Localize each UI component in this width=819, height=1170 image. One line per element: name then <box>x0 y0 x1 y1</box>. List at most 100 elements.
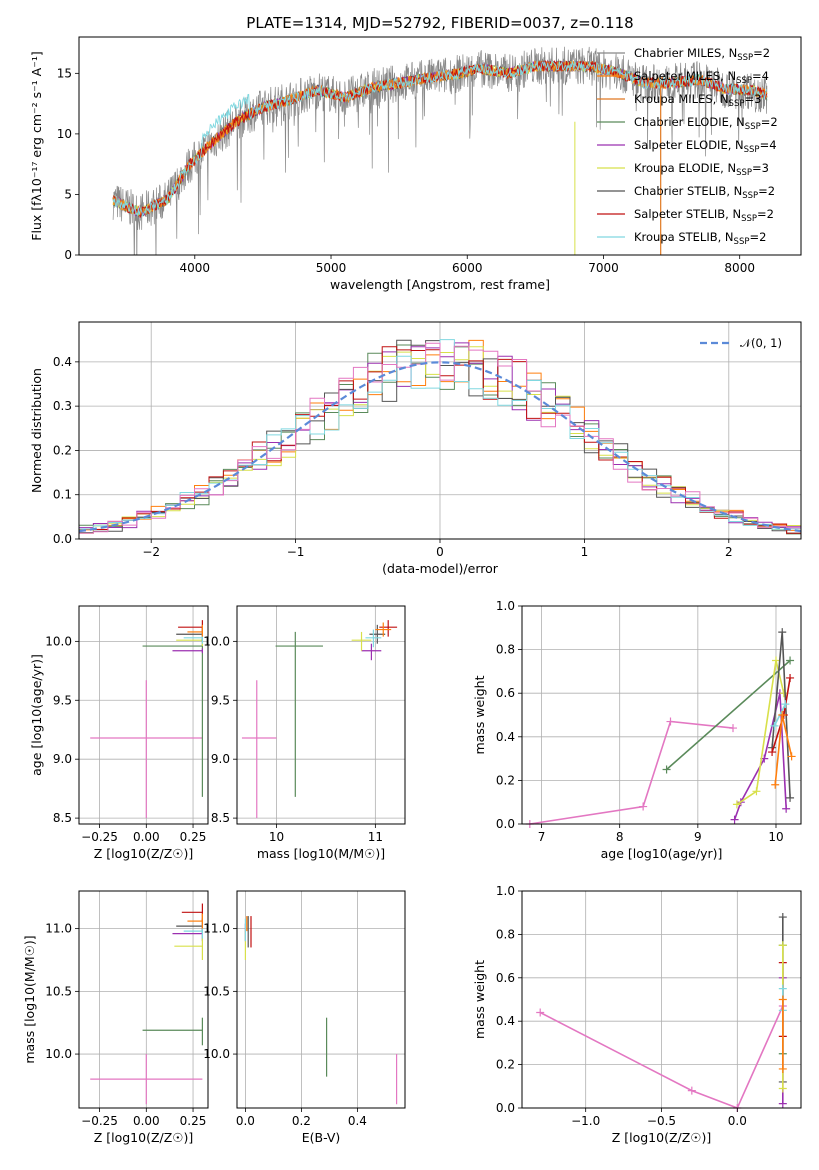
line-series-4 <box>768 628 795 802</box>
panel4-ytick-label: 0.2 <box>496 773 515 787</box>
panel0-ytick-label: 0 <box>64 248 72 262</box>
series-marker <box>771 780 780 789</box>
line-series-1 <box>662 656 795 774</box>
errorbar-point-0 <box>90 1054 203 1105</box>
panel7-ytick-label: 1.0 <box>496 884 515 898</box>
series-marker <box>768 748 777 757</box>
panel4-ylabel: mass weight <box>472 675 487 754</box>
panel0-xtick-label: 8000 <box>724 261 755 275</box>
errorbar-point-1 <box>142 1017 203 1046</box>
plot-layer: Chabrier MILES, NSSP=2 Salpeter MILES, NS… <box>22 36 802 1145</box>
hist-series-7 <box>79 342 801 534</box>
series-marker <box>779 689 788 698</box>
panel5-frame <box>78 890 209 1109</box>
panel0-lines <box>112 46 768 255</box>
errorbar-point-4 <box>369 624 386 644</box>
series-marker <box>781 700 790 709</box>
errorbar-point-5 <box>379 620 398 637</box>
errorbar-point-7 <box>187 624 203 637</box>
panel2-ytick-label: 9.0 <box>53 752 72 766</box>
panel7-ytick-label: 0.6 <box>496 971 515 985</box>
panel2-xtick-label: 0.00 <box>133 830 160 844</box>
panel3-ytick-label: 9.5 <box>211 693 230 707</box>
panel5-ytick-label: 10.0 <box>45 1047 72 1061</box>
series-marker <box>778 984 787 993</box>
errorbar-point-7 <box>187 913 203 929</box>
legend-label: Chabrier STELIB, NSSP=2 <box>634 184 775 201</box>
panel6-ytick-label: 11.0 <box>203 922 230 936</box>
spectrum-series-7 <box>112 60 767 218</box>
panel3-xtick-label: 11 <box>368 830 383 844</box>
panel7-ytick-label: 0.0 <box>496 1101 515 1115</box>
panel0-ytick-label: 5 <box>64 187 72 201</box>
panel0-xtick-label: 6000 <box>452 261 483 275</box>
errorbar-point-4 <box>176 627 203 642</box>
legend-label: Chabrier ELODIE, NSSP=2 <box>634 115 778 132</box>
panel5-xtick-label: −0.25 <box>81 1114 118 1128</box>
panel5-xlabel: Z [log10(Z/Z☉)] <box>94 1130 194 1145</box>
errorbar-point-3 <box>176 634 203 647</box>
figure-title: PLATE=1314, MJD=52792, FIBERID=0037, z=0… <box>246 14 633 32</box>
panel3-xtick-label: 10 <box>269 830 284 844</box>
errorbar-point-2 <box>361 643 382 661</box>
panel6-frame <box>236 890 406 1109</box>
panel7-xtick-label: 0.0 <box>728 1114 747 1128</box>
panel1-hist <box>78 339 802 535</box>
panel4-xtick-label: 9 <box>694 830 702 844</box>
line-series-7 <box>771 711 796 789</box>
panel7-xlabel: Z [log10(Z/Z☉)] <box>612 1130 712 1145</box>
spectrum-series-8 <box>112 60 768 217</box>
panel5-ytick-label: 11.0 <box>45 922 72 936</box>
series-marker <box>732 800 741 809</box>
panel1-xlabel: (data-model)/error <box>382 561 499 576</box>
panel1-ytick-label: 0.4 <box>53 355 72 369</box>
panel2-ytick-label: 10.0 <box>45 634 72 648</box>
series-marker <box>786 673 795 682</box>
series-marker <box>752 787 761 796</box>
series-marker <box>778 913 787 922</box>
errorbar-point-0 <box>241 680 277 819</box>
panel0-ylabel: Flux [fλ10⁻¹⁷ erg cm⁻² s⁻¹ A⁻¹] <box>29 51 44 240</box>
panel3-ytick-label: 8.5 <box>211 811 230 825</box>
panel1-xtick-label: 1 <box>581 545 589 559</box>
panel1-ytick-label: 0.0 <box>53 532 72 546</box>
series-marker <box>778 941 787 950</box>
panel1-xtick-label: −2 <box>142 545 160 559</box>
panel3-ytick-label: 9.0 <box>211 752 230 766</box>
series-marker <box>787 752 796 761</box>
series-line <box>736 660 785 806</box>
panel0-xtick-label: 7000 <box>588 261 619 275</box>
series-marker <box>778 628 787 637</box>
panel5-ytick-label: 10.5 <box>45 984 72 998</box>
panel2-xtick-label: −0.25 <box>81 830 118 844</box>
panel6-xtick-label: 0.4 <box>348 1114 367 1128</box>
panel1-ytick-label: 0.3 <box>53 399 72 413</box>
legend-label: Kroupa ELODIE, NSSP=3 <box>634 161 769 178</box>
panel0-xtick-label: 4000 <box>180 261 211 275</box>
panel6-xlabel: E(B-V) <box>302 1130 341 1145</box>
panel7-ytick-label: 0.2 <box>496 1058 515 1072</box>
series-marker <box>536 1008 545 1017</box>
panel3-ytick-label: 10.0 <box>203 634 230 648</box>
panel1-xtick-label: 2 <box>725 545 733 559</box>
series-marker <box>786 793 795 802</box>
panel6-ytick-label: 10.5 <box>203 984 230 998</box>
panel4-ytick-label: 0.8 <box>496 643 515 657</box>
panel3-frame <box>236 605 406 825</box>
legend-label: Kroupa STELIB, NSSP=2 <box>634 230 766 247</box>
series-marker <box>729 724 738 733</box>
series-marker <box>778 711 787 719</box>
panel0-ytick-label: 10 <box>57 127 72 141</box>
normal-curve <box>78 361 802 533</box>
errorbar-point-6 <box>365 629 382 648</box>
line-series-3 <box>732 656 788 809</box>
panel7-ylabel: mass weight <box>472 960 487 1039</box>
panel5-ylabel: mass [log10(M/M☉)] <box>22 935 37 1063</box>
legend-label: Salpeter MILES, NSSP=4 <box>634 69 769 86</box>
series-line <box>539 1005 784 1110</box>
panel2-ytick-label: 8.5 <box>53 811 72 825</box>
series-marker <box>778 1064 787 1073</box>
panel6-xtick-label: 0.0 <box>236 1114 255 1128</box>
panel6-ytick-label: 10.0 <box>203 1047 230 1061</box>
